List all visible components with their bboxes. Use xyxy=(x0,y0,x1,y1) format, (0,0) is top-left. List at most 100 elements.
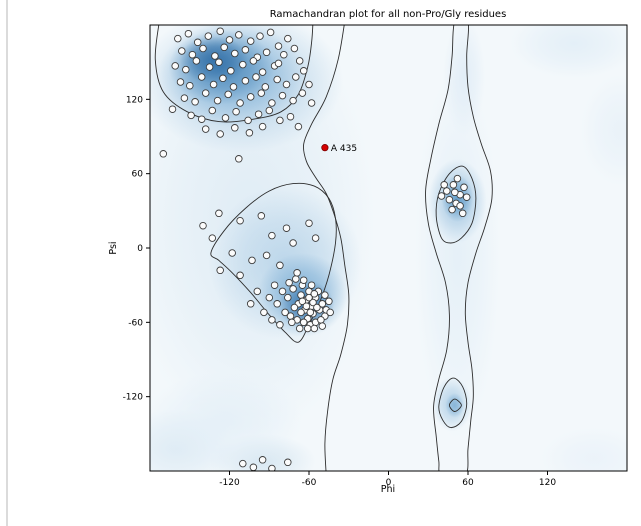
density-blob xyxy=(445,392,465,418)
data-point xyxy=(192,57,201,65)
data-point xyxy=(284,34,292,43)
data-point xyxy=(254,110,263,118)
data-point xyxy=(307,281,316,289)
data-point xyxy=(231,49,239,58)
data-point xyxy=(225,36,234,44)
data-point xyxy=(280,50,288,59)
annotation-layer: A 435 xyxy=(321,144,357,154)
data-point xyxy=(221,114,230,122)
data-point xyxy=(236,216,244,225)
data-point xyxy=(453,174,462,183)
contour-alpha-inner xyxy=(210,182,337,343)
data-point xyxy=(317,316,325,324)
data-point xyxy=(297,308,305,317)
data-point xyxy=(232,107,240,116)
data-point xyxy=(448,205,456,214)
data-point xyxy=(268,231,276,240)
data-point xyxy=(249,463,258,471)
data-point xyxy=(443,187,451,195)
density-blob xyxy=(510,25,627,79)
data-point xyxy=(227,67,235,75)
data-point xyxy=(201,125,210,133)
data-point xyxy=(282,224,291,232)
y-tick-label: -60 xyxy=(128,318,143,328)
x-tick-label: -60 xyxy=(302,478,317,488)
y-tick-label: 60 xyxy=(132,170,144,180)
data-point xyxy=(462,193,471,201)
data-point xyxy=(302,302,311,310)
data-point xyxy=(236,99,244,107)
data-point xyxy=(215,209,223,218)
contour-beta-inner xyxy=(154,25,314,123)
data-point xyxy=(276,116,284,125)
data-point xyxy=(211,52,219,60)
density-blob xyxy=(580,74,627,187)
data-point xyxy=(284,458,292,467)
data-point xyxy=(191,98,199,106)
data-point xyxy=(292,73,300,81)
data-point xyxy=(451,188,459,197)
contour-layer xyxy=(154,25,493,471)
data-point xyxy=(201,89,210,97)
data-point xyxy=(289,285,297,293)
x-tick-label: 60 xyxy=(462,478,474,488)
data-point xyxy=(261,83,270,91)
data-point xyxy=(266,28,275,37)
x-tick-label: 0 xyxy=(386,478,392,488)
data-point xyxy=(216,266,224,275)
residue-annotation-label: A 435 xyxy=(331,144,357,154)
data-point xyxy=(246,93,255,101)
data-point xyxy=(288,318,296,327)
data-point xyxy=(262,48,271,57)
data-point xyxy=(289,96,297,105)
data-point xyxy=(440,181,448,189)
data-point xyxy=(216,130,224,138)
contour-right-outer xyxy=(425,25,493,471)
data-point xyxy=(318,322,327,330)
data-point xyxy=(204,32,213,40)
data-point xyxy=(199,44,207,53)
data-point xyxy=(458,209,467,218)
data-point xyxy=(294,122,303,131)
data-point xyxy=(245,129,254,137)
data-point xyxy=(313,303,321,312)
data-point xyxy=(299,67,308,75)
density-blob xyxy=(442,25,486,137)
x-axis-label: Phi xyxy=(381,484,395,495)
data-point xyxy=(274,59,283,68)
data-point xyxy=(297,291,305,299)
data-point xyxy=(220,43,228,52)
data-point xyxy=(168,105,177,113)
data-point xyxy=(176,78,185,86)
data-point xyxy=(186,81,194,90)
data-point xyxy=(285,278,293,287)
data-point xyxy=(265,106,274,115)
data-point xyxy=(303,324,312,333)
x-tick-label: -120 xyxy=(219,478,240,488)
data-point xyxy=(208,234,217,242)
data-point xyxy=(215,58,223,66)
data-point xyxy=(178,47,186,55)
contour-bottom-small xyxy=(438,377,468,429)
data-point xyxy=(456,202,464,210)
data-point xyxy=(268,99,276,107)
data-point xyxy=(208,106,217,115)
contour-lh-inner xyxy=(435,165,477,244)
data-point xyxy=(197,73,206,81)
data-point xyxy=(229,83,238,91)
data-point xyxy=(246,37,255,45)
scatter-layer xyxy=(159,27,471,471)
data-point xyxy=(309,298,317,307)
data-point xyxy=(236,271,244,280)
density-blob xyxy=(179,36,249,84)
contour-left-outer xyxy=(303,25,350,471)
data-point xyxy=(292,275,300,283)
data-point xyxy=(239,60,247,69)
data-point xyxy=(449,181,458,189)
data-point xyxy=(299,276,308,284)
data-point xyxy=(235,155,243,163)
data-point xyxy=(268,316,276,324)
data-point xyxy=(205,63,214,71)
data-point xyxy=(289,239,297,247)
